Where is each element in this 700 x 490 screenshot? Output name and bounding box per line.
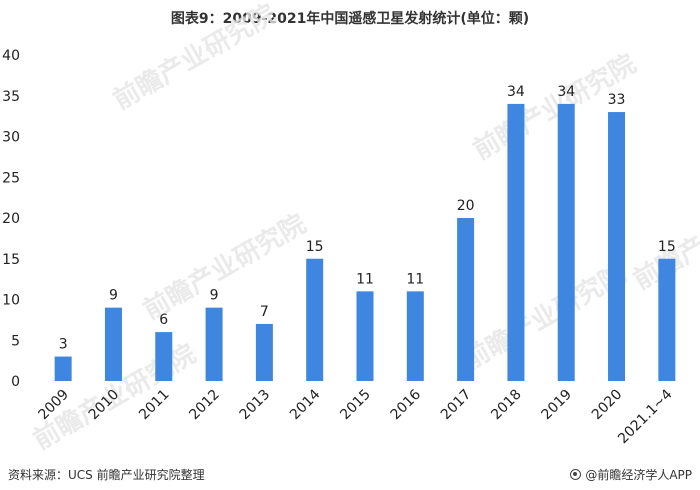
bar-2016 [406, 291, 424, 381]
data-label-2018: 34 [507, 84, 525, 100]
bar-2017 [457, 218, 475, 381]
data-label-2021.1~4: 15 [658, 239, 676, 255]
y-tick-label: 40 [2, 48, 20, 64]
source-note: 资料来源：UCS 前瞻产业研究院整理 [8, 468, 205, 482]
data-label-2009: 3 [59, 337, 68, 353]
data-label-2020: 33 [608, 92, 626, 108]
bar-series [54, 103, 676, 382]
bar-2020 [608, 112, 626, 382]
x-tick-label: 2019 [539, 387, 576, 424]
bar-2011 [155, 332, 173, 381]
app-logo-icon [570, 469, 582, 480]
data-label-2019: 34 [557, 84, 575, 100]
x-tick-label: 2014 [287, 386, 324, 423]
y-tick-label: 0 [11, 374, 20, 390]
chart-title: 图表9：2009-2021年中国遥感卫星发射统计(单位：颗) [170, 11, 530, 27]
watermark-text: 前瞻产业研究院 [458, 258, 631, 376]
y-axis: 0 5 10 15 20 25 30 35 40 [2, 48, 20, 390]
x-tick-label: 2012 [186, 387, 223, 424]
bar-2013 [255, 323, 273, 381]
bar-2018 [507, 103, 525, 382]
data-label-2011: 6 [159, 312, 168, 328]
bar-2014 [306, 258, 324, 381]
y-tick-label: 35 [2, 89, 20, 105]
bar-2010 [104, 307, 122, 381]
data-label-2010: 9 [109, 288, 118, 304]
app-credit: @前瞻经济学人APP [570, 466, 692, 483]
data-labels: 3 9 6 9 7 15 11 11 20 34 34 33 15 [59, 84, 676, 353]
bar-2012 [205, 307, 223, 381]
x-tick-label: 2018 [488, 387, 525, 424]
data-label-2013: 7 [260, 304, 269, 320]
y-tick-label: 5 [11, 333, 20, 349]
x-tick-label: 2015 [337, 387, 374, 424]
data-label-2015: 11 [356, 271, 374, 287]
data-label-2016: 11 [406, 271, 424, 287]
bar-2021.1~4 [658, 258, 676, 381]
x-tick-label: 2021.1~4 [615, 386, 676, 447]
x-tick-label: 2016 [388, 386, 425, 423]
data-label-2012: 9 [210, 288, 219, 304]
bar-2019 [557, 103, 575, 382]
y-tick-label: 25 [2, 170, 20, 186]
y-tick-label: 15 [2, 252, 20, 268]
bar-2015 [356, 291, 374, 381]
x-tick-label: 2017 [438, 387, 475, 424]
data-label-2017: 20 [457, 198, 475, 214]
y-tick-label: 30 [2, 130, 20, 146]
x-tick-label: 2013 [237, 387, 274, 424]
app-credit-text: @前瞻经济学人APP [585, 468, 692, 482]
watermark-text: 前瞻产业研究院 [138, 208, 311, 326]
data-label-2014: 15 [306, 239, 324, 255]
watermark-text: 前瞻产业研究院 [108, 0, 281, 116]
y-tick-label: 20 [2, 211, 20, 227]
y-tick-label: 10 [2, 293, 20, 309]
bar-2009 [54, 356, 72, 381]
x-tick-label: 2020 [589, 387, 626, 424]
